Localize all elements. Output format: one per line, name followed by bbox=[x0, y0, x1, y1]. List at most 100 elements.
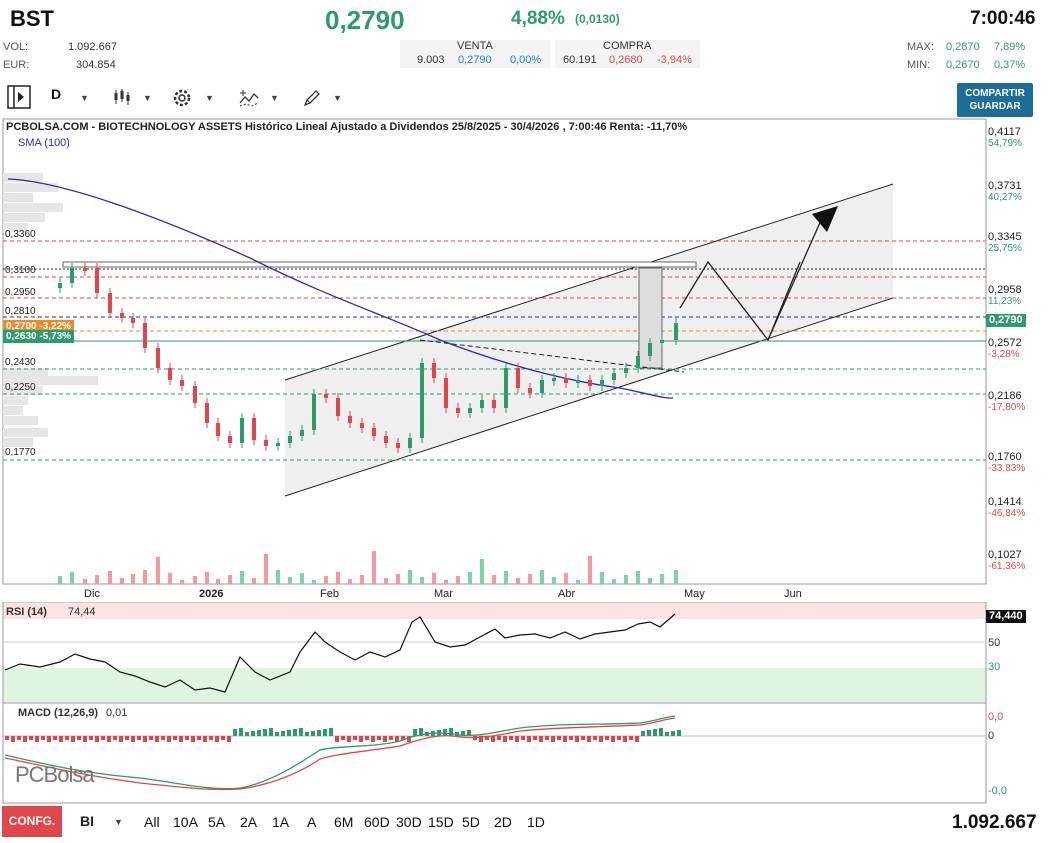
candle-body bbox=[216, 423, 220, 436]
volume-bar bbox=[492, 575, 496, 584]
save-label: GUARDAR bbox=[969, 101, 1021, 112]
macd-value: 0,01 bbox=[106, 707, 128, 719]
timeframe-5d[interactable]: 5D bbox=[462, 814, 480, 830]
x-axis-label: Mar bbox=[434, 588, 453, 600]
macd-histogram-bar bbox=[173, 736, 177, 740]
timeframe-5a[interactable]: 5A bbox=[208, 814, 226, 830]
volume-bar bbox=[480, 559, 484, 584]
macd-histogram-bar bbox=[245, 732, 249, 736]
timeframe-60d[interactable]: 60D bbox=[364, 814, 390, 830]
period-selector[interactable]: D bbox=[51, 86, 62, 102]
draw-pencil-icon[interactable] bbox=[302, 88, 322, 108]
axis-price: 0,1760 bbox=[988, 451, 1022, 463]
candle-body bbox=[636, 356, 640, 368]
sma-line bbox=[7, 178, 674, 399]
buy-price: 0,2680 bbox=[609, 54, 643, 66]
timeframe-10a[interactable]: 10A bbox=[173, 814, 198, 830]
macd-panel[interactable] bbox=[0, 703, 1048, 804]
candle-body bbox=[552, 378, 556, 381]
macd-histogram-bar bbox=[275, 732, 279, 736]
timeframe-15d[interactable]: 15D bbox=[428, 814, 454, 830]
timeframe-a[interactable]: A bbox=[307, 814, 317, 830]
panel-toggle-icon[interactable] bbox=[7, 85, 31, 109]
candles-icon[interactable] bbox=[113, 88, 131, 106]
volume-bar bbox=[648, 578, 652, 584]
macd-histogram-bar bbox=[359, 736, 363, 742]
candle-body bbox=[648, 343, 652, 356]
candle-body bbox=[396, 443, 400, 448]
timeframe-1d[interactable]: 1D bbox=[527, 814, 545, 830]
timeframe-all[interactable]: All bbox=[144, 814, 160, 830]
macd-histogram-bar bbox=[299, 728, 303, 736]
volume-bar bbox=[348, 579, 352, 584]
target-arrow-icon bbox=[812, 206, 838, 232]
candle-body bbox=[360, 423, 364, 428]
macd-axis-label: 0,0 bbox=[988, 711, 1004, 723]
timeframe-2a[interactable]: 2A bbox=[240, 814, 258, 830]
timeframe-6m[interactable]: 6M bbox=[334, 814, 354, 830]
candle-body bbox=[336, 398, 340, 416]
macd-histogram-bar bbox=[203, 736, 207, 742]
candle-body bbox=[264, 440, 268, 446]
macd-histogram-bar bbox=[239, 728, 243, 736]
level-label: 0,2250 bbox=[5, 382, 36, 393]
vol-label: VOL: bbox=[3, 41, 29, 53]
x-axis-label: Feb bbox=[320, 588, 339, 600]
sell-label: VENTA bbox=[457, 40, 493, 52]
macd-histogram-bar bbox=[287, 730, 291, 736]
macd-histogram-bar bbox=[413, 729, 417, 736]
volume-bar bbox=[58, 576, 62, 584]
share-save-button[interactable]: COMPARTIR GUARDAR bbox=[957, 83, 1033, 117]
macd-histogram-bar bbox=[209, 736, 213, 740]
x-axis-label: Abr bbox=[558, 588, 576, 600]
macd-histogram-bar bbox=[515, 736, 519, 742]
level-label: 0,3100 bbox=[5, 265, 36, 276]
projection-path bbox=[679, 260, 801, 342]
volume-bar bbox=[360, 575, 364, 584]
macd-histogram-bar bbox=[131, 736, 135, 742]
chevron-down-icon[interactable]: ▼ bbox=[80, 93, 89, 103]
macd-line bbox=[4, 715, 676, 790]
candle-body bbox=[576, 380, 580, 383]
macd-histogram-bar bbox=[563, 736, 567, 742]
candle-body bbox=[58, 283, 62, 288]
chevron-down-icon[interactable]: ▼ bbox=[270, 93, 279, 103]
volume-bar bbox=[300, 573, 304, 584]
chevron-down-icon[interactable]: ▼ bbox=[333, 93, 342, 103]
chevron-down-icon[interactable]: ▼ bbox=[143, 93, 152, 103]
volume-bar bbox=[288, 577, 292, 584]
macd-histogram-bar bbox=[383, 736, 387, 742]
timeframe-2d[interactable]: 2D bbox=[494, 814, 512, 830]
bi-selector[interactable]: BI bbox=[80, 813, 94, 829]
macd-histogram-bar bbox=[557, 736, 561, 740]
axis-price: 0,3345 bbox=[988, 231, 1022, 243]
macd-histogram-bar bbox=[149, 736, 153, 740]
macd-histogram-bar bbox=[611, 736, 615, 742]
macd-histogram-bar bbox=[629, 736, 633, 740]
config-button[interactable]: CONFG. bbox=[2, 806, 62, 837]
macd-histogram-bar bbox=[179, 736, 183, 742]
axis-price: 0,2958 bbox=[988, 284, 1022, 296]
chevron-down-icon[interactable]: ▼ bbox=[205, 93, 214, 103]
gear-icon[interactable] bbox=[171, 87, 193, 109]
chevron-down-icon[interactable]: ▼ bbox=[114, 817, 123, 827]
sma-legend[interactable]: SMA (100) bbox=[18, 137, 70, 149]
indicators-icon[interactable] bbox=[238, 88, 260, 108]
volume-bar bbox=[384, 578, 388, 584]
change-absolute: (0,0130) bbox=[575, 12, 620, 26]
volume-bar bbox=[228, 575, 232, 584]
timeframe-30d[interactable]: 30D bbox=[396, 814, 422, 830]
axis-pct: 11,23% bbox=[988, 296, 1022, 307]
macd-histogram-bar bbox=[35, 736, 39, 742]
macd-histogram-bar bbox=[599, 736, 603, 742]
candle-body bbox=[492, 400, 496, 408]
sell-box bbox=[400, 40, 550, 68]
price-chart[interactable] bbox=[0, 118, 1048, 604]
last-price: 0,2790 bbox=[325, 5, 405, 35]
timeframe-1a[interactable]: 1A bbox=[272, 814, 290, 830]
candle-body bbox=[156, 348, 160, 368]
channel-lower-line bbox=[284, 297, 894, 497]
macd-histogram-bar bbox=[485, 736, 489, 740]
macd-histogram-bar bbox=[305, 732, 309, 736]
rsi-panel[interactable] bbox=[0, 602, 1048, 704]
